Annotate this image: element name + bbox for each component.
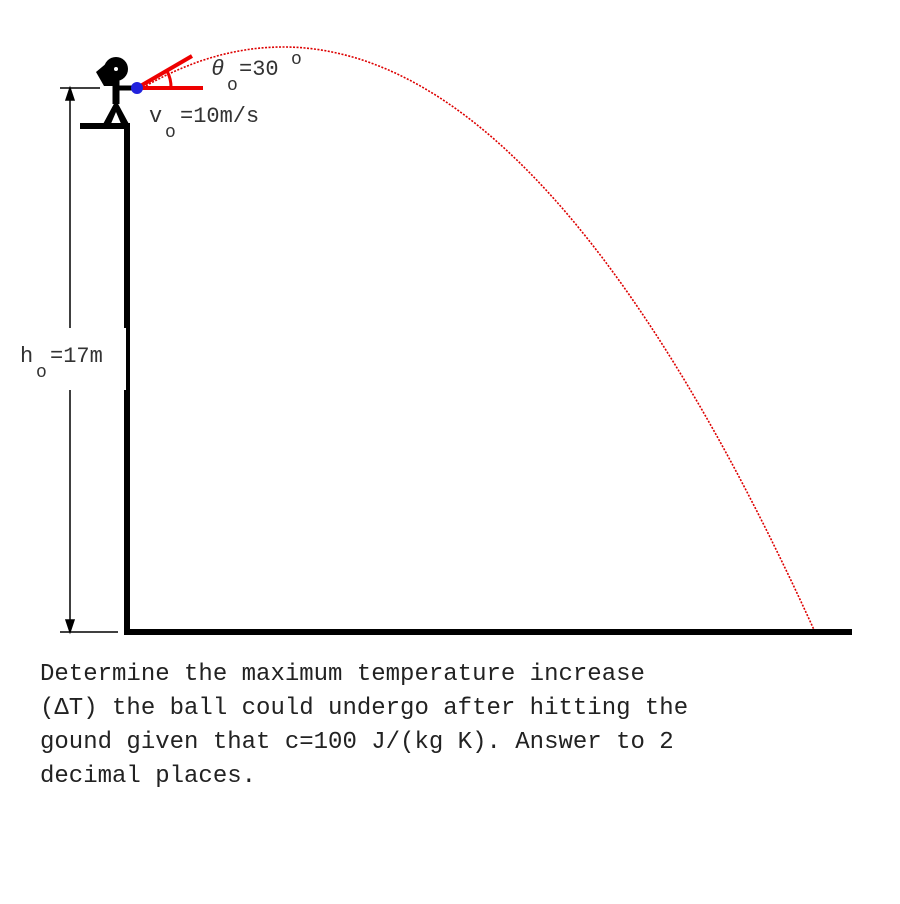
question-line: (ΔT) the ball could undergo after hittin…	[40, 695, 688, 722]
height-subscript: o	[36, 363, 47, 383]
angle-symbol: θ	[211, 57, 224, 82]
angle-value: =30	[239, 57, 279, 82]
angle-superscript: o	[291, 50, 302, 70]
height-label-bg	[14, 328, 126, 390]
velocity-symbol: v	[149, 104, 162, 129]
height-symbol: h	[20, 344, 33, 369]
person	[96, 57, 136, 126]
height-value: =17m	[50, 344, 103, 369]
angle-subscript: o	[227, 76, 238, 96]
trajectory	[136, 46, 816, 633]
question-line: Determine the maximum temperature increa…	[40, 661, 645, 688]
question-line: decimal places.	[40, 763, 256, 790]
question-line: gound given that c=100 J/(kg K). Answer …	[40, 729, 674, 756]
velocity-value: =10m/s	[180, 104, 259, 129]
velocity-subscript: o	[165, 123, 176, 143]
launch-angle	[131, 54, 203, 94]
